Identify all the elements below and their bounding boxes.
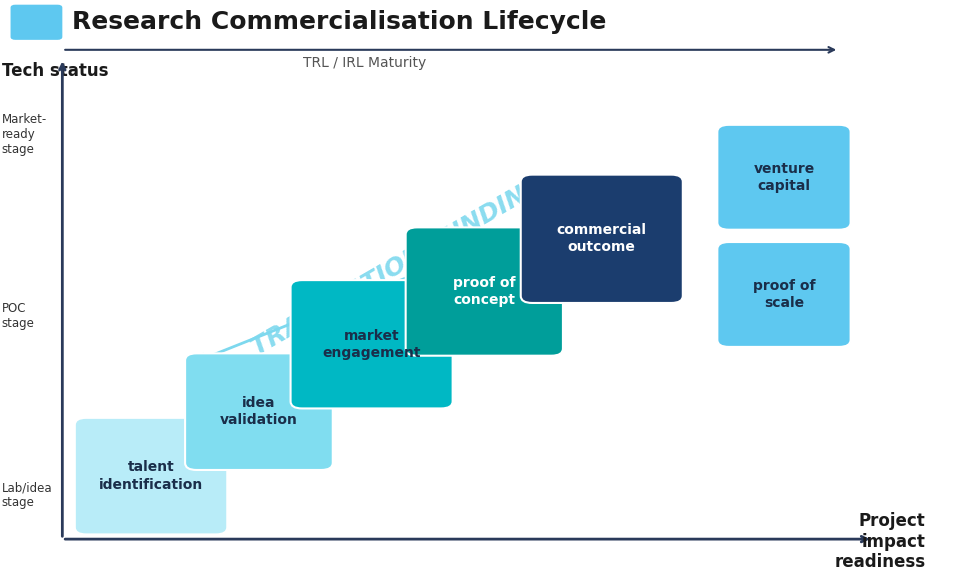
FancyBboxPatch shape (185, 353, 333, 470)
FancyBboxPatch shape (717, 242, 851, 347)
FancyBboxPatch shape (406, 227, 563, 356)
FancyBboxPatch shape (11, 5, 62, 40)
Text: Project
impact
readiness: Project impact readiness (834, 512, 925, 571)
Text: commercial
outcome: commercial outcome (557, 223, 646, 254)
Text: Lab/idea
stage: Lab/idea stage (2, 481, 53, 509)
Text: market
engagement: market engagement (322, 329, 421, 360)
Text: Research Commercialisation Lifecycle: Research Commercialisation Lifecycle (72, 11, 606, 34)
Text: talent
identification: talent identification (99, 461, 203, 492)
Text: TRANSLATION FUNDING: TRANSLATION FUNDING (247, 173, 549, 360)
Text: venture
capital: venture capital (754, 162, 814, 193)
FancyBboxPatch shape (521, 175, 683, 303)
Text: TRL / IRL Maturity: TRL / IRL Maturity (303, 56, 426, 70)
FancyBboxPatch shape (717, 125, 851, 230)
Text: POC
stage: POC stage (2, 302, 35, 331)
Text: proof of
scale: proof of scale (753, 279, 815, 310)
Text: Market-
ready
stage: Market- ready stage (2, 113, 47, 156)
Text: Tech status: Tech status (2, 62, 108, 80)
Text: idea
validation: idea validation (220, 396, 298, 427)
FancyBboxPatch shape (291, 280, 453, 408)
FancyBboxPatch shape (75, 418, 227, 534)
Text: proof of
concept: proof of concept (453, 276, 516, 307)
